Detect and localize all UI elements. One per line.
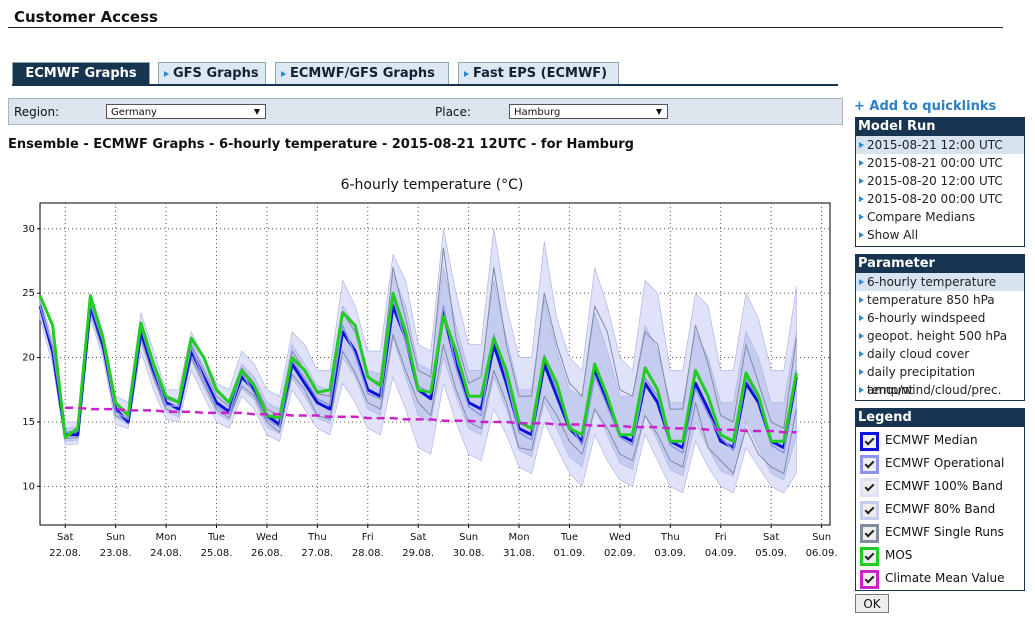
parameter-item[interactable]: temp/wind/cloud/prec. bbox=[856, 381, 1024, 399]
legend-checkbox[interactable] bbox=[860, 524, 879, 543]
x-tick-label: Mon bbox=[508, 532, 529, 543]
tab[interactable]: Fast EPS (ECMWF) bbox=[458, 62, 619, 84]
legend-item[interactable]: MOS bbox=[856, 544, 1024, 567]
x-tick-label: Thu bbox=[660, 532, 680, 543]
x-tick-date: 29.08. bbox=[402, 548, 434, 559]
y-tick-label: 20 bbox=[22, 353, 35, 364]
place-label: Place: bbox=[435, 105, 471, 119]
legend-item[interactable]: ECMWF 100% Band bbox=[856, 475, 1024, 498]
tab-rule bbox=[12, 84, 838, 86]
series-line bbox=[65, 406, 797, 434]
x-tick-label: Sat bbox=[57, 532, 73, 543]
model-run-item[interactable]: Show All bbox=[856, 226, 1024, 244]
x-tick-date: 22.08. bbox=[49, 548, 81, 559]
x-tick-label: Sun bbox=[106, 532, 125, 543]
header-rule bbox=[8, 27, 1003, 28]
x-tick-date: 24.08. bbox=[150, 548, 182, 559]
parameter-item[interactable]: geopot. height 500 hPa bbox=[856, 327, 1024, 345]
legend-checkbox[interactable] bbox=[860, 547, 879, 566]
x-tick-date: 31.08. bbox=[503, 548, 535, 559]
tab[interactable]: ECMWF/GFS Graphs bbox=[275, 62, 449, 84]
box-title: Legend bbox=[856, 409, 1024, 427]
model-run-item[interactable]: 2015-08-20 00:00 UTC bbox=[856, 190, 1024, 208]
tab[interactable]: ECMWF Graphs bbox=[12, 62, 150, 84]
model-run-box: Model Run 2015-08-21 12:00 UTC 2015-08-21… bbox=[855, 117, 1025, 247]
legend-checkbox[interactable] bbox=[860, 432, 879, 451]
x-tick-date: 05.09. bbox=[755, 548, 787, 559]
series-layer bbox=[38, 228, 798, 494]
x-tick-label: Tue bbox=[207, 532, 225, 543]
legend-item[interactable]: Climate Mean Value bbox=[856, 567, 1024, 590]
legend-checkbox[interactable] bbox=[860, 455, 879, 474]
x-tick-date: 01.09. bbox=[554, 548, 586, 559]
parameter-box: Parameter 6-hourly temperature temperatur… bbox=[855, 254, 1025, 401]
model-run-item[interactable]: 2015-08-21 12:00 UTC bbox=[856, 136, 1024, 154]
page-title: Ensemble - ECMWF Graphs - 6-hourly tempe… bbox=[8, 137, 634, 152]
legend-checkbox[interactable] bbox=[860, 570, 879, 589]
x-tick-label: Fri bbox=[715, 532, 727, 543]
series-line bbox=[38, 291, 798, 443]
parameter-item[interactable]: daily precipitation amount bbox=[856, 363, 1024, 397]
quicklinks[interactable]: + Add to quicklinks bbox=[854, 99, 997, 114]
ok-button[interactable]: OK bbox=[855, 594, 889, 613]
box-title: Model Run bbox=[856, 118, 1024, 136]
parameter-item[interactable]: temperature 850 hPa bbox=[856, 291, 1024, 309]
legend-item[interactable]: ECMWF Operational bbox=[856, 452, 1024, 475]
x-tick-label: Sun bbox=[812, 532, 831, 543]
parameter-item[interactable]: 6-hourly temperature bbox=[856, 273, 1024, 291]
region-label: Region: bbox=[14, 105, 60, 119]
single-run bbox=[39, 308, 797, 474]
x-tick-label: Wed bbox=[256, 532, 278, 543]
legend-checkbox[interactable] bbox=[860, 501, 879, 520]
x-tick-label: Sun bbox=[459, 532, 478, 543]
x-tick-date: 30.08. bbox=[453, 548, 485, 559]
x-tick-label: Mon bbox=[156, 532, 177, 543]
chart: 6-hourly temperature (°C) 10 15 20 25 30 Sat 2… bbox=[22, 177, 838, 559]
model-run-list: 2015-08-21 12:00 UTC 2015-08-21 00:00 UTC… bbox=[856, 136, 1024, 244]
parameter-item[interactable]: 6-hourly windspeed bbox=[856, 309, 1024, 327]
legend-item[interactable]: ECMWF Median bbox=[856, 429, 1024, 452]
legend-checkbox[interactable] bbox=[860, 478, 879, 497]
place-select[interactable]: Hamburg bbox=[509, 104, 668, 119]
parameter-list: 6-hourly temperature temperature 850 hPa 6… bbox=[856, 273, 1024, 399]
y-tick-label: 30 bbox=[22, 224, 35, 235]
parameter-item[interactable]: daily cloud cover bbox=[856, 345, 1024, 363]
x-tick-date: 03.09. bbox=[654, 548, 686, 559]
header-title: Customer Access bbox=[14, 8, 158, 26]
legend-box: Legend ECMWF Median ECMWF Operational ECMW… bbox=[855, 408, 1025, 591]
x-tick-label: Thu bbox=[307, 532, 327, 543]
model-run-item[interactable]: 2015-08-20 12:00 UTC bbox=[856, 172, 1024, 190]
filter-bar: Region: Germany Place: Hamburg bbox=[8, 98, 843, 125]
x-tick-date: 23.08. bbox=[100, 548, 132, 559]
x-tick-date: 27.08. bbox=[301, 548, 333, 559]
x-tick-date: 28.08. bbox=[352, 548, 384, 559]
box-title: Parameter bbox=[856, 255, 1024, 273]
tab[interactable]: GFS Graphs bbox=[158, 62, 266, 84]
legend-list: ECMWF Median ECMWF Operational ECMWF 100% … bbox=[856, 427, 1024, 590]
x-tick-label: Sat bbox=[763, 532, 779, 543]
x-tick-date: 25.08. bbox=[201, 548, 233, 559]
legend-item[interactable]: ECMWF 80% Band bbox=[856, 498, 1024, 521]
model-run-item[interactable]: 2015-08-21 00:00 UTC bbox=[856, 154, 1024, 172]
x-tick-label: Tue bbox=[560, 532, 578, 543]
x-tick-date: 06.09. bbox=[806, 548, 838, 559]
x-tick-date: 02.09. bbox=[604, 548, 636, 559]
x-tick-date: 04.09. bbox=[705, 548, 737, 559]
x-tick-label: Wed bbox=[609, 532, 631, 543]
x-tick-label: Sat bbox=[410, 532, 426, 543]
x-tick-date: 26.08. bbox=[251, 548, 283, 559]
x-tick-label: Fri bbox=[362, 532, 374, 543]
y-tick-label: 15 bbox=[22, 417, 35, 428]
y-tick-label: 25 bbox=[22, 288, 35, 299]
legend-item[interactable]: ECMWF Single Runs bbox=[856, 521, 1024, 544]
model-run-item[interactable]: Compare Medians bbox=[856, 208, 1024, 226]
region-select[interactable]: Germany bbox=[106, 104, 266, 119]
y-tick-label: 10 bbox=[22, 481, 35, 492]
chart-title: 6-hourly temperature (°C) bbox=[341, 177, 524, 193]
